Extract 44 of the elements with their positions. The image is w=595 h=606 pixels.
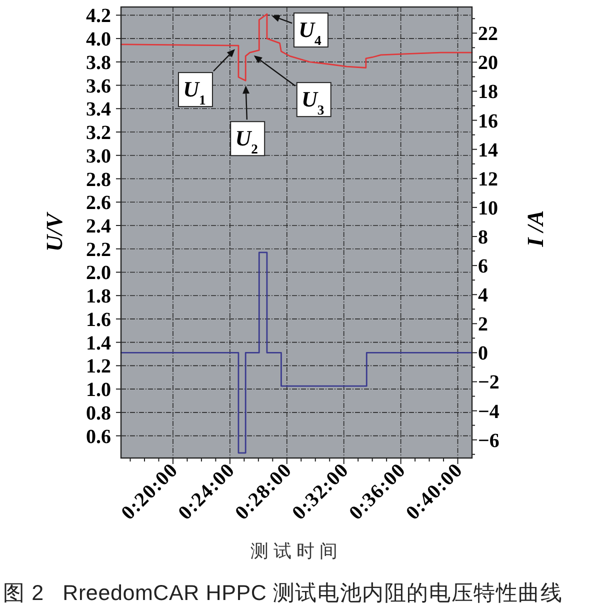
y2-tick-label: −4 bbox=[478, 400, 500, 423]
y-tick-label: 1.0 bbox=[86, 379, 111, 402]
y2-tick-label: 14 bbox=[478, 139, 498, 162]
y2-tick-label: 0 bbox=[478, 342, 488, 365]
y2-tick-label: 18 bbox=[478, 81, 498, 104]
x-axis-title: 测试时间 bbox=[250, 541, 342, 561]
y-tick-label: 4.2 bbox=[86, 5, 111, 28]
y2-tick-label: 2 bbox=[478, 314, 488, 336]
caption: 图 2 RreedomCAR HPPC 测试电池内阻的电压特性曲线 bbox=[3, 581, 563, 605]
y2-tick-label: −6 bbox=[478, 430, 500, 452]
y2-tick-label: 4 bbox=[478, 284, 488, 307]
annotation: U$_{3}$ bbox=[302, 86, 324, 118]
annotation: U$_{4}$ bbox=[298, 17, 322, 48]
y-tick-label: 3.0 bbox=[86, 145, 111, 168]
y2-tick-label: 12 bbox=[478, 168, 498, 190]
y-tick-label: 2.6 bbox=[86, 192, 111, 214]
line-series bbox=[120, 13, 473, 82]
y-tick-label: 2.0 bbox=[86, 262, 111, 284]
y2-tick-label: 10 bbox=[478, 197, 498, 220]
y-tick-label: 3.8 bbox=[86, 52, 111, 74]
y-tick-label: 2.8 bbox=[86, 168, 111, 191]
y-tick-label: 1.6 bbox=[86, 308, 111, 331]
annotation: U$_{1}$ bbox=[183, 76, 206, 108]
y-tick-label: 3.6 bbox=[86, 75, 111, 98]
annotation: U$_{2}$ bbox=[235, 126, 258, 156]
y-tick-label: 0.8 bbox=[86, 402, 111, 424]
y-tick-label: 1.8 bbox=[86, 286, 111, 308]
y2-tick-label: 16 bbox=[478, 110, 498, 132]
y-tick-label: 3.4 bbox=[86, 98, 111, 121]
y-tick-label: 1.2 bbox=[86, 356, 111, 378]
y-tick-label: 3.2 bbox=[86, 122, 111, 144]
y-tick-label: 4.0 bbox=[86, 28, 111, 51]
y2-tick-label: 20 bbox=[478, 52, 498, 74]
line-series bbox=[120, 252, 473, 454]
y2-tick-label: 8 bbox=[478, 226, 488, 248]
y-tick-label: 2.2 bbox=[86, 238, 111, 261]
y-axis-title: U/V bbox=[42, 212, 67, 252]
y-tick-label: 1.4 bbox=[86, 332, 111, 354]
y2-tick-label: 22 bbox=[478, 23, 498, 46]
y2-tick-label: −2 bbox=[478, 372, 500, 394]
y2-tick-label: 6 bbox=[478, 256, 488, 278]
y-tick-label: 2.4 bbox=[86, 215, 111, 238]
y-tick-label: 0.6 bbox=[86, 426, 111, 448]
y2-axis-title: I /A bbox=[523, 210, 548, 248]
